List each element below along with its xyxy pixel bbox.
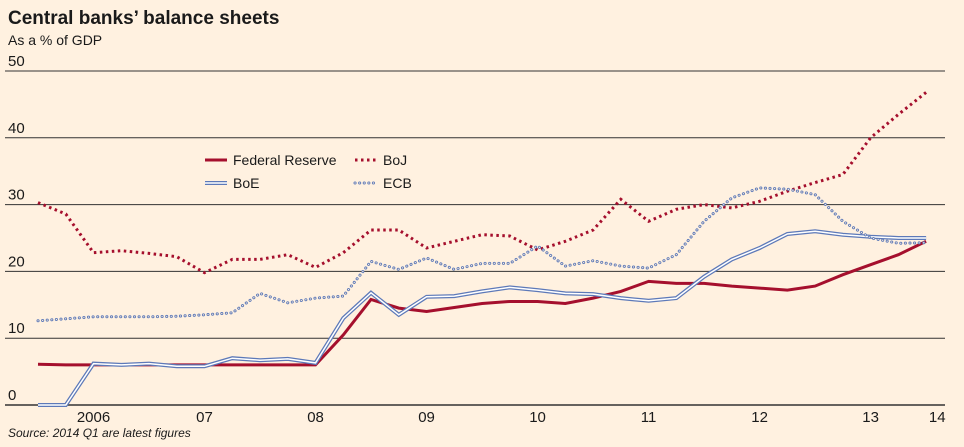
series-line-inner [37, 187, 927, 322]
y-tick-label: 0 [8, 387, 16, 404]
series-line [38, 229, 927, 407]
legend-label: Federal Reserve [233, 152, 337, 168]
x-tick-label: 07 [196, 409, 213, 426]
x-tick-label: 08 [307, 409, 324, 426]
y-tick-label: 10 [8, 320, 25, 337]
y-tick-label: 30 [8, 187, 25, 204]
series-line [37, 91, 928, 275]
x-tick-label: 2006 [77, 409, 110, 426]
x-tick-label: 12 [751, 409, 768, 426]
y-tick-label: 40 [8, 120, 25, 137]
chart-title: Central banks’ balance sheets [8, 8, 279, 29]
x-tick-label: 09 [418, 409, 435, 426]
y-tick-label: 50 [8, 53, 25, 70]
x-tick-label: 13 [862, 409, 879, 426]
x-tick-label: 11 [641, 409, 657, 426]
source: Source: 2014 Q1 are latest figures [8, 426, 191, 440]
legend-label: ECB [383, 175, 412, 191]
legend-label: BoE [233, 175, 259, 191]
legend-label: BoJ [383, 152, 407, 168]
chart-subtitle: As a % of GDP [8, 32, 102, 48]
y-tick-label: 20 [8, 253, 25, 270]
series-line [37, 239, 927, 367]
x-tick-label: 14 [929, 409, 946, 426]
series-line [36, 186, 928, 323]
series-line-inner [38, 230, 927, 406]
x-tick-label: 10 [529, 409, 546, 426]
